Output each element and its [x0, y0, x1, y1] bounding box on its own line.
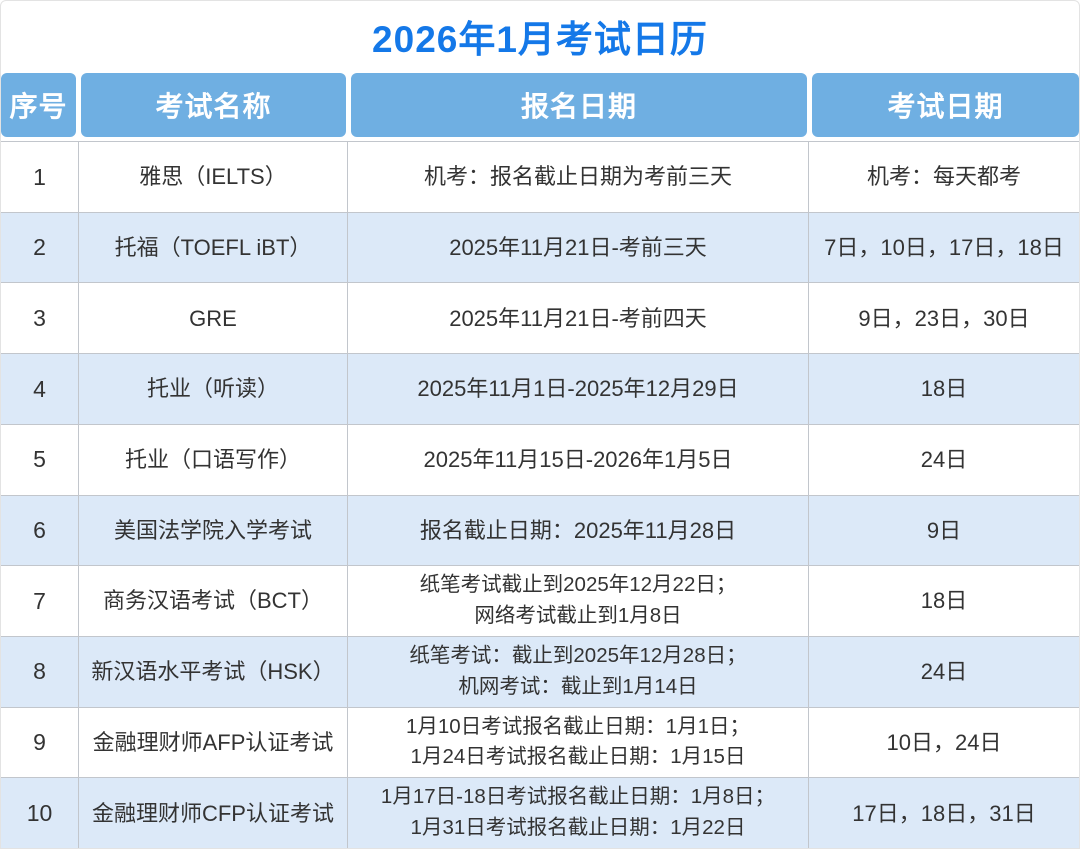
cell-exam-name: 美国法学院入学考试	[79, 495, 348, 566]
column-header-registration-date: 报名日期	[351, 73, 807, 137]
cell-exam-date: 18日	[920, 588, 968, 614]
table-row: 10 金融理财师CFP认证考试 1月17日-18日考试报名截止日期：1月8日； 1…	[1, 777, 1079, 848]
cell-exam-name: 托福（TOEFL iBT）	[79, 212, 348, 283]
cell-exam-date: 24日	[920, 447, 968, 473]
cell-exam-date: 10日，24日	[886, 729, 1002, 755]
cell-exam-name: 金融理财师CFP认证考试	[79, 778, 348, 848]
cell-exam-name: 托业（口语写作）	[79, 424, 348, 495]
cell-index: 7	[1, 566, 79, 636]
cell-index: 6	[1, 495, 79, 566]
cell-line: 2025年11月21日-考前三天	[449, 234, 707, 260]
cell-registration-date: 2025年11月15日-2026年1月5日	[348, 424, 809, 495]
cell-exam-date: 24日	[920, 659, 968, 685]
cell-exam-date: 7日，10日，17日，18日	[824, 234, 1064, 260]
table-row: 3 GRE 2025年11月21日-考前四天 9日，23日，30日	[1, 282, 1079, 354]
column-header-exam-name: 考试名称	[81, 73, 346, 137]
table-row: 5 托业（口语写作） 2025年11月15日-2026年1月5日 24日	[1, 423, 1079, 495]
cell-index: 5	[1, 424, 79, 495]
cell-exam-date: 18日	[920, 376, 968, 402]
cell-registration-date: 报名截止日期：2025年11月28日	[348, 495, 809, 566]
cell-registration-date: 纸笔考试截止到2025年12月22日； 网络考试截止到1月8日	[348, 566, 809, 636]
table-row: 9 金融理财师AFP认证考试 1月10日考试报名截止日期：1月1日； 1月24日考…	[1, 706, 1079, 778]
cell-line: 1月10日考试报名截止日期：1月1日；	[405, 714, 750, 738]
cell-line: 1月31日考试报名截止日期：1月22日	[410, 816, 746, 840]
cell-line: 2025年11月21日-考前四天	[449, 305, 707, 331]
cell-registration-date: 2025年11月21日-考前三天	[348, 212, 809, 283]
cell-exam-name: 金融理财师AFP认证考试	[79, 707, 348, 778]
table-row: 7 商务汉语考试（BCT） 纸笔考试截止到2025年12月22日； 网络考试截止到…	[1, 565, 1079, 636]
column-header-index: 序号	[1, 73, 76, 137]
table-row: 2 托福（TOEFL iBT） 2025年11月21日-考前三天 7日，10日，…	[1, 211, 1079, 283]
cell-registration-date: 纸笔考试：截止到2025年12月28日； 机网考试：截止到1月14日	[348, 636, 809, 707]
table-row: 1 雅思（IELTS） 机考：报名截止日期为考前三天 机考：每天都考	[1, 141, 1079, 212]
cell-exam-name: 托业（听读）	[79, 354, 348, 424]
page-title: 2026年1月考试日历	[372, 19, 708, 60]
table-row: 4 托业（听读） 2025年11月1日-2025年12月29日 18日	[1, 353, 1079, 424]
cell-registration-date: 2025年11月1日-2025年12月29日	[348, 354, 809, 424]
cell-index: 9	[1, 707, 79, 778]
cell-registration-date: 1月17日-18日考试报名截止日期：1月8日； 1月31日考试报名截止日期：1月2…	[348, 778, 809, 848]
cell-registration-date: 机考：报名截止日期为考前三天	[348, 142, 809, 212]
cell-index: 3	[1, 283, 79, 354]
cell-line: 机网考试：截止到1月14日	[458, 674, 698, 698]
cell-line: 网络考试截止到1月8日	[474, 604, 682, 628]
cell-exam-date: 9日	[926, 517, 962, 543]
cell-line: 报名截止日期：2025年11月28日	[419, 517, 737, 543]
cell-line: 1月17日-18日考试报名截止日期：1月8日；	[380, 785, 776, 809]
cell-index: 8	[1, 636, 79, 707]
cell-exam-name: 雅思（IELTS）	[79, 142, 348, 212]
table-row: 8 新汉语水平考试（HSK） 纸笔考试：截止到2025年12月28日； 机网考试：…	[1, 635, 1079, 707]
table-body: 1 雅思（IELTS） 机考：报名截止日期为考前三天 机考：每天都考 2 托福（…	[1, 141, 1079, 848]
cell-exam-name: 商务汉语考试（BCT）	[79, 566, 348, 636]
table-header-row: 序号 考试名称 报名日期 考试日期	[1, 71, 1079, 141]
cell-registration-date: 1月10日考试报名截止日期：1月1日； 1月24日考试报名截止日期：1月15日	[348, 707, 809, 778]
cell-line: 纸笔考试截止到2025年12月22日；	[419, 573, 737, 597]
cell-line: 2025年11月15日-2026年1月5日	[423, 447, 733, 473]
cell-index: 1	[1, 142, 79, 212]
cell-line: 纸笔考试：截止到2025年12月28日；	[409, 644, 747, 668]
cell-exam-date: 9日，23日，30日	[858, 305, 1030, 331]
cell-index: 4	[1, 354, 79, 424]
cell-exam-date: 机考：每天都考	[866, 164, 1021, 190]
cell-line: 1月24日考试报名截止日期：1月15日	[410, 745, 746, 769]
cell-line: 2025年11月1日-2025年12月29日	[417, 376, 739, 402]
cell-registration-date: 2025年11月21日-考前四天	[348, 283, 809, 354]
cell-exam-name: GRE	[79, 283, 348, 354]
cell-index: 10	[1, 778, 79, 848]
column-header-exam-date: 考试日期	[812, 73, 1079, 137]
cell-exam-date: 17日，18日，31日	[852, 800, 1036, 826]
cell-index: 2	[1, 212, 79, 283]
table-row: 6 美国法学院入学考试 报名截止日期：2025年11月28日 9日	[1, 494, 1079, 566]
cell-line: 机考：报名截止日期为考前三天	[423, 164, 732, 190]
cell-exam-name: 新汉语水平考试（HSK）	[79, 636, 348, 707]
